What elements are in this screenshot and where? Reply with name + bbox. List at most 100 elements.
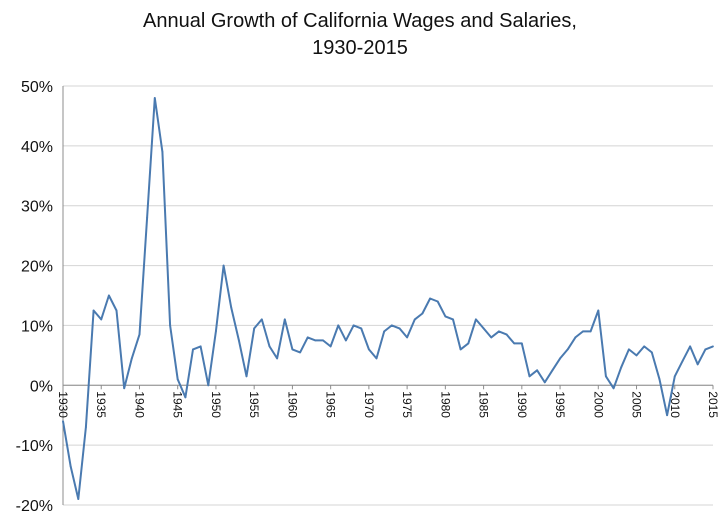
data-point xyxy=(612,387,615,390)
data-point xyxy=(367,348,370,351)
data-point xyxy=(559,357,561,360)
data-point xyxy=(100,318,103,321)
data-point xyxy=(123,387,126,390)
data-point xyxy=(176,378,179,381)
data-point xyxy=(306,336,309,339)
data-point xyxy=(666,414,669,417)
x-tick-label: 1995 xyxy=(553,391,567,418)
data-point xyxy=(237,339,240,342)
data-point xyxy=(681,360,684,363)
y-tick-label: 20% xyxy=(21,259,53,276)
data-point xyxy=(497,330,500,333)
y-tick-label: 30% xyxy=(21,199,53,216)
data-point xyxy=(276,357,279,360)
x-tick-label: 1965 xyxy=(324,391,338,418)
data-point xyxy=(345,339,347,342)
data-point xyxy=(643,345,646,348)
gridlines xyxy=(63,85,713,506)
x-tick-label: 2015 xyxy=(706,391,720,418)
data-point xyxy=(85,426,87,429)
data-point xyxy=(536,369,539,372)
data-point xyxy=(153,97,156,99)
data-point xyxy=(360,327,363,330)
x-tick-label: 1970 xyxy=(362,391,376,418)
chart-title-line-1: Annual Growth of California Wages and Sa… xyxy=(143,10,577,32)
x-tick-label: 2005 xyxy=(630,391,644,418)
data-point xyxy=(505,333,508,336)
data-point xyxy=(413,318,416,321)
data-point xyxy=(520,342,523,345)
data-point xyxy=(712,345,714,348)
data-point xyxy=(543,381,546,384)
data-point xyxy=(589,330,592,333)
data-point xyxy=(77,498,80,500)
x-tick-label: 1945 xyxy=(171,391,185,418)
data-point xyxy=(260,318,263,321)
chart-title: Annual Growth of California Wages and Sa… xyxy=(0,8,720,62)
data-point xyxy=(459,348,462,351)
data-point xyxy=(115,309,118,312)
data-point xyxy=(192,348,194,351)
data-point xyxy=(314,339,317,342)
data-point xyxy=(673,375,676,378)
data-point xyxy=(551,369,554,372)
y-tick-label: -20% xyxy=(16,498,53,515)
data-point xyxy=(291,348,294,351)
x-tick-label: 1950 xyxy=(209,391,223,418)
data-point xyxy=(130,357,133,360)
data-point xyxy=(62,420,64,423)
data-point xyxy=(398,327,401,330)
data-point xyxy=(490,336,493,339)
data-point xyxy=(597,309,600,312)
y-tick-label: 50% xyxy=(21,79,53,96)
data-point xyxy=(383,330,386,333)
data-point xyxy=(207,384,210,387)
data-point xyxy=(230,306,233,309)
y-tick-label: 40% xyxy=(21,139,53,156)
y-axis-tick-labels: -20% -10% 0% 10% 20% 30% 40% 50% xyxy=(16,79,53,515)
data-point xyxy=(222,264,225,267)
data-point xyxy=(689,345,691,348)
data-point xyxy=(390,324,393,327)
data-point xyxy=(268,345,271,348)
data-point xyxy=(337,324,340,327)
data-point xyxy=(169,324,171,327)
data-point xyxy=(161,150,164,153)
data-point xyxy=(566,348,569,351)
x-tick-label: 1930 xyxy=(56,391,70,418)
data-point xyxy=(620,366,623,369)
data-point xyxy=(283,318,286,321)
data-point xyxy=(375,357,378,360)
data-point xyxy=(92,309,95,312)
data-point xyxy=(475,318,477,321)
data-point xyxy=(184,396,187,399)
data-point xyxy=(299,351,301,354)
x-tick-label: 2000 xyxy=(591,391,605,418)
data-point xyxy=(704,348,707,351)
y-tick-label: 10% xyxy=(21,318,53,335)
x-tick-label: 1985 xyxy=(477,391,491,418)
data-point xyxy=(352,324,355,327)
x-tick-label: 1940 xyxy=(132,391,146,418)
data-point xyxy=(199,345,202,348)
data-point xyxy=(605,375,607,378)
x-axis xyxy=(62,86,713,505)
x-axis-tick-labels: 1930 1935 1940 1945 1950 1955 1960 1965 1970 1975… xyxy=(56,385,720,418)
data-point xyxy=(528,375,531,378)
data-point xyxy=(482,327,485,330)
x-tick-label: 1955 xyxy=(247,391,261,418)
x-tick-label: 1980 xyxy=(438,391,452,418)
data-point xyxy=(436,300,439,303)
data-point xyxy=(635,354,638,357)
x-tick-label: 1935 xyxy=(94,391,108,418)
data-point xyxy=(452,318,454,321)
data-point xyxy=(69,465,72,467)
x-tick-label: 1975 xyxy=(400,391,414,418)
series-line xyxy=(62,97,714,500)
data-point xyxy=(658,378,661,381)
data-point xyxy=(245,375,248,378)
data-point xyxy=(444,315,447,318)
data-point xyxy=(322,339,324,342)
chart-title-line-2: 1930-2015 xyxy=(312,37,408,59)
